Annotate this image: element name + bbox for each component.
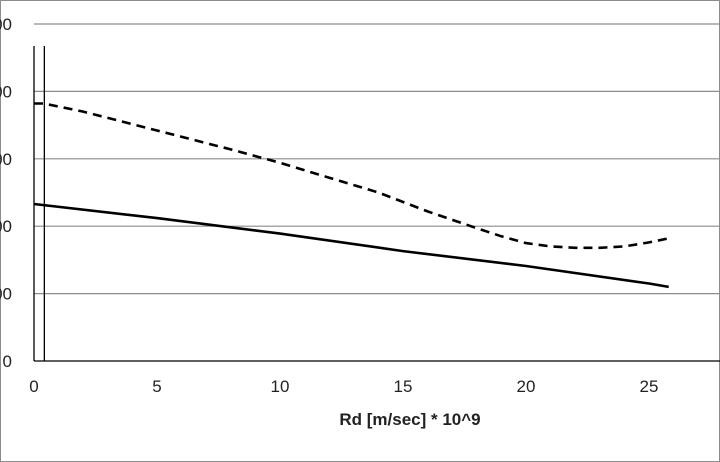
- series-line-solid: [33, 202, 669, 289]
- x-axis-label: Rd [m/sec] * 10^9: [339, 410, 481, 429]
- y-tick-label-100: 00: [0, 285, 12, 304]
- series-line-dashed: [34, 102, 669, 250]
- x-tick-label-5: 5: [152, 377, 161, 396]
- y-tick-label-200: 00: [0, 217, 12, 236]
- y-tick-label-500: 00: [0, 15, 12, 34]
- x-tick-label-25: 25: [640, 377, 659, 396]
- y-tick-label-400: 00: [0, 82, 12, 101]
- x-tick-label-10: 10: [271, 377, 290, 396]
- x-tick-label-20: 20: [517, 377, 536, 396]
- x-tick-label-0: 0: [29, 377, 38, 396]
- x-tick-label-15: 15: [394, 377, 413, 396]
- y-tick-label-300: 00: [0, 150, 12, 169]
- y-tick-label-0: 0: [3, 352, 12, 371]
